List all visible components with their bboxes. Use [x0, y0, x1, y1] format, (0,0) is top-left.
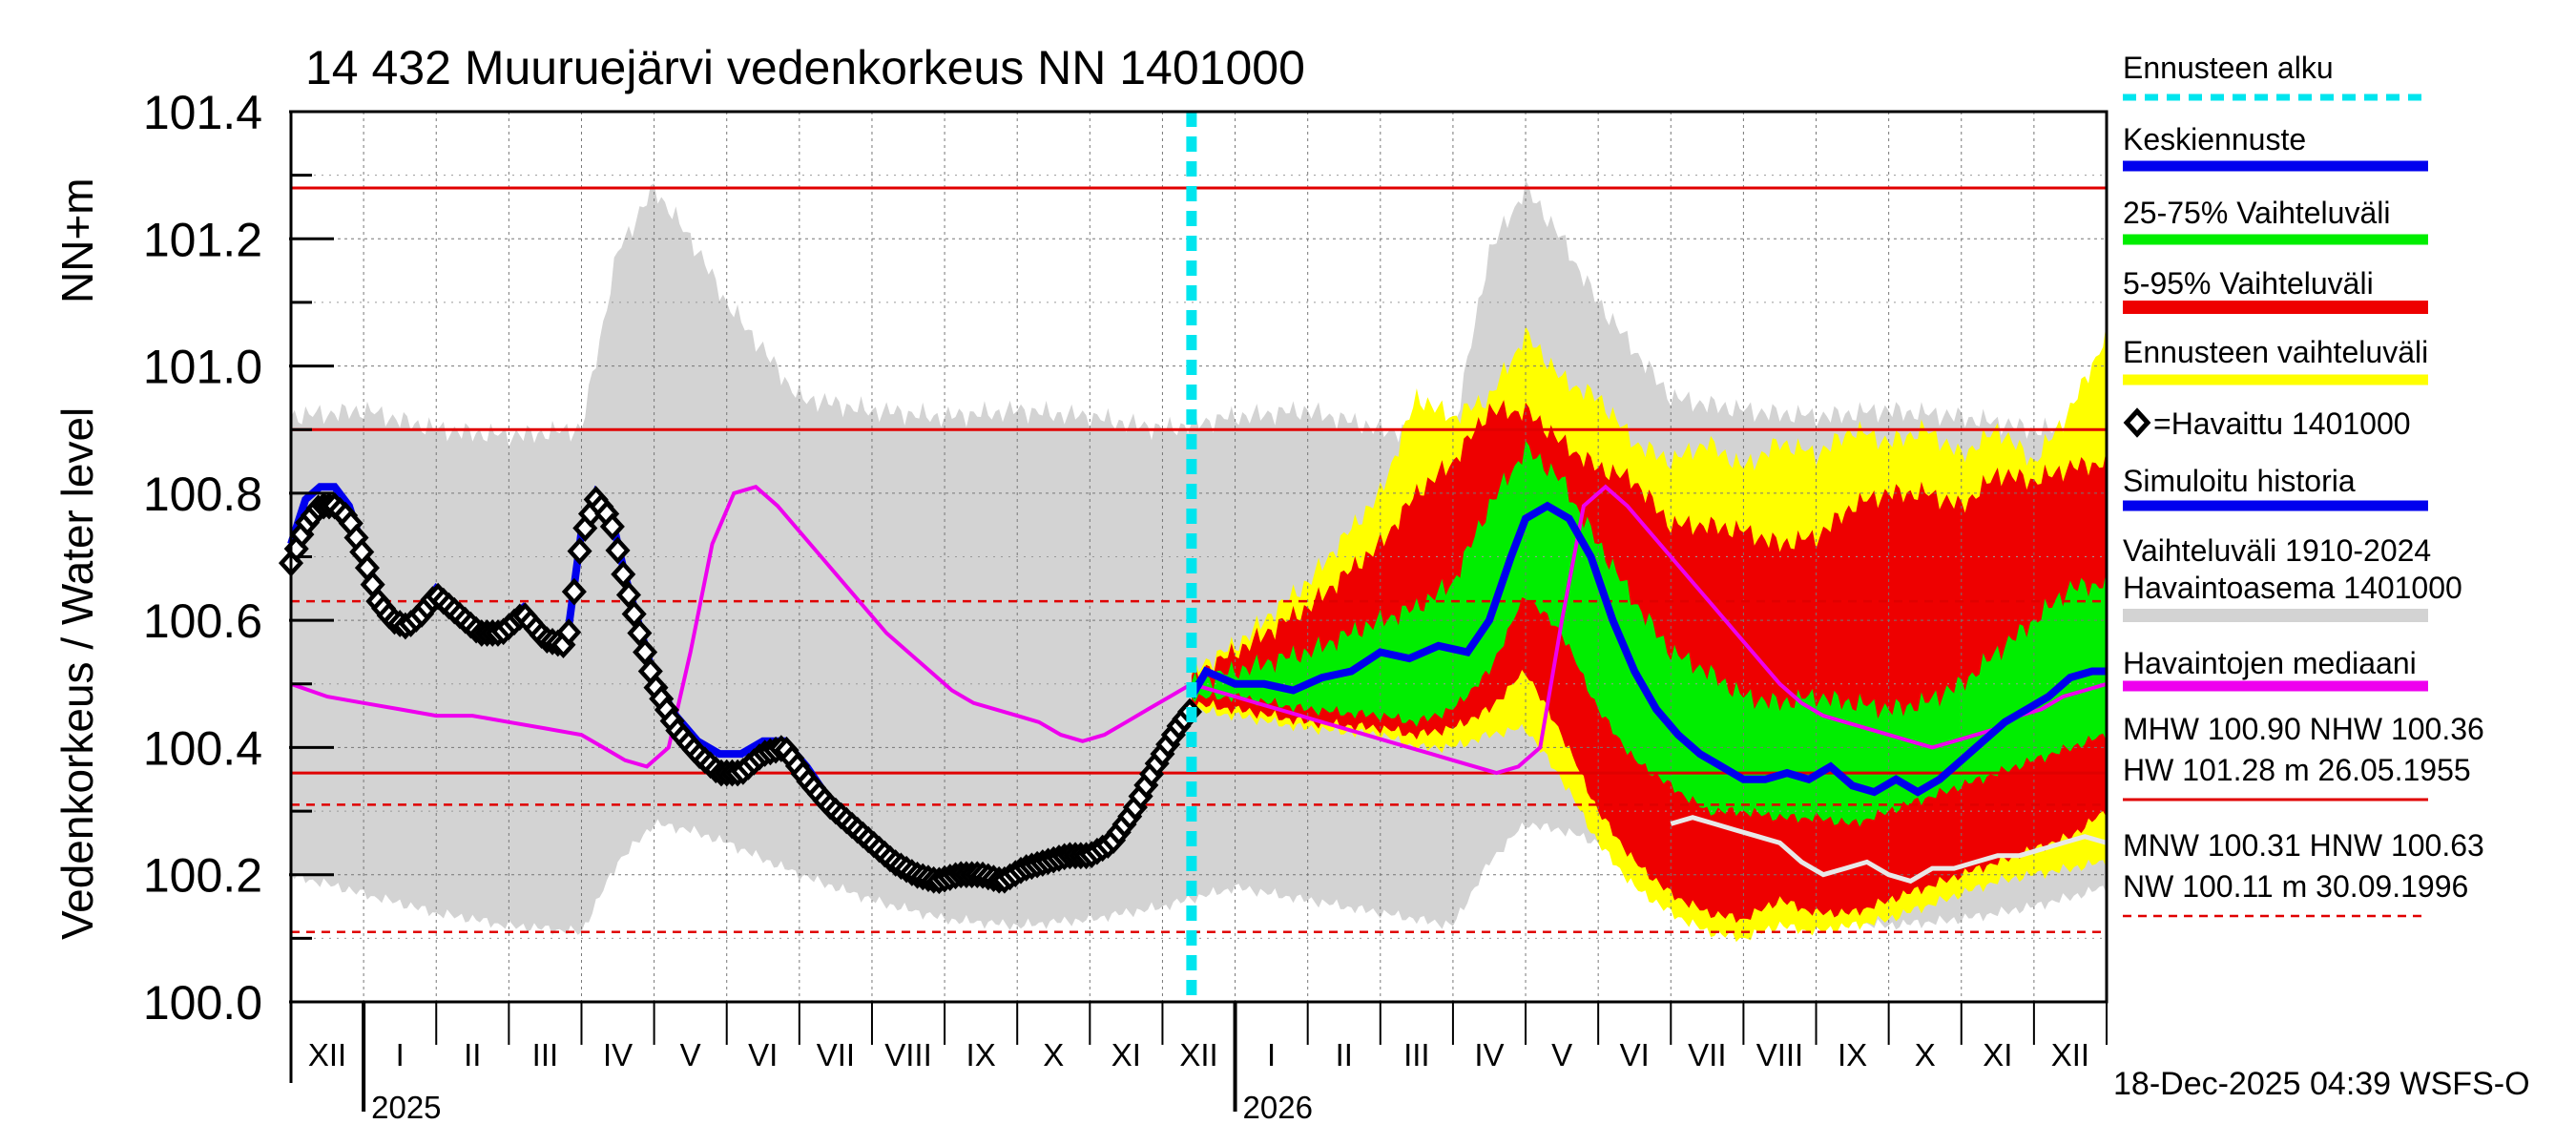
x-month-label: VII — [817, 1037, 855, 1072]
y-tick-label: 101.2 — [143, 213, 262, 266]
legend-label: 5-95% Vaihteluväli — [2123, 266, 2374, 301]
y-axis-unit: NN+m — [52, 177, 102, 303]
x-month-label: IV — [1474, 1037, 1504, 1072]
x-month-label: XII — [2051, 1037, 2089, 1072]
x-month-label: II — [1336, 1037, 1353, 1072]
x-month-label: IX — [966, 1037, 996, 1072]
y-tick-label: 100.2 — [143, 849, 262, 903]
observed-point — [567, 537, 592, 566]
legend-label: Keskiennuste — [2123, 122, 2306, 156]
x-month-label: X — [1915, 1037, 1936, 1072]
observed-point — [599, 512, 625, 541]
legend-label: =Havaittu 1401000 — [2153, 406, 2411, 441]
x-month-label: X — [1043, 1037, 1064, 1072]
series-simulated-history-forecast-period — [1670, 815, 2108, 885]
x-month-label: III — [532, 1037, 559, 1072]
x-month-label: XII — [308, 1037, 346, 1072]
legend-stat-text: HW 101.28 m 26.05.1955 — [2123, 753, 2471, 787]
series-mean-forecast — [1188, 501, 2107, 797]
x-month-label: XI — [1983, 1037, 2012, 1072]
x-year-label: 2026 — [1243, 1090, 1313, 1125]
legend-marker-observed — [2123, 407, 2151, 438]
x-month-label: VI — [748, 1037, 778, 1072]
x-month-label: I — [1267, 1037, 1276, 1072]
footer-timestamp: 18-Dec-2025 04:39 WSFS-O — [2113, 1066, 2530, 1102]
x-month-label: VIII — [1756, 1037, 1804, 1072]
observed-point — [633, 638, 658, 666]
x-month-label: VI — [1620, 1037, 1650, 1072]
legend-stat-text: MHW 100.90 NHW 100.36 — [2123, 712, 2484, 746]
x-month-label: III — [1403, 1037, 1430, 1072]
y-tick-label: 100.4 — [143, 721, 262, 775]
x-month-label: XII — [1179, 1037, 1217, 1072]
legend-label: Vaihteluväli 1910-2024 — [2123, 533, 2431, 568]
y-tick-label: 101.0 — [143, 341, 262, 394]
observed-point — [556, 618, 582, 646]
x-month-label: I — [396, 1037, 405, 1072]
series-observed — [278, 486, 1203, 895]
y-tick-label: 101.4 — [143, 86, 262, 139]
legend-label: Ennusteen alku — [2123, 51, 2334, 85]
legend-stat-text: NW 100.11 m 30.09.1996 — [2123, 869, 2468, 904]
x-month-label: XI — [1111, 1037, 1141, 1072]
chart-title: 14 432 Muuruejärvi vedenkorkeus NN 14010… — [305, 41, 1305, 94]
x-month-label: IV — [603, 1037, 633, 1072]
legend-label: Ennusteen vaihteluväli — [2123, 335, 2428, 369]
legend: Ennusteen alku Keskiennuste 25-75% Vaihtel… — [2123, 51, 2484, 918]
x-month-label: VIII — [884, 1037, 932, 1072]
legend-stat-text: MNW 100.31 HNW 100.63 — [2123, 828, 2484, 863]
y-axis-label: Vedenkorkeus / Water level — [52, 407, 102, 940]
x-month-label: II — [464, 1037, 481, 1072]
observed-point — [605, 536, 631, 565]
legend-label: 25-75% Vaihteluväli — [2123, 196, 2390, 230]
observed-point — [627, 619, 653, 647]
x-month-label: V — [1551, 1037, 1572, 1072]
observed-point — [621, 600, 647, 628]
series-median — [290, 484, 2108, 776]
x-year-label: 2025 — [371, 1090, 441, 1125]
x-month-label: V — [680, 1037, 701, 1072]
observed-point — [611, 560, 636, 589]
observed-point — [615, 581, 641, 609]
plot-area: 100.0 100.2 100.4 100.6 100.8 101.0 101.2 101.4… — [143, 86, 2109, 1125]
y-tick-label: 100.6 — [143, 594, 262, 648]
legend-label: Havaintojen mediaani — [2123, 646, 2417, 680]
legend-label: Simuloitu historia — [2123, 464, 2356, 498]
y-tick-label: 100.0 — [143, 976, 262, 1030]
legend-label: Havaintoasema 1401000 — [2123, 571, 2462, 605]
x-month-label: IX — [1838, 1037, 1867, 1072]
y-tick-label: 100.8 — [143, 468, 262, 521]
x-month-label: VII — [1688, 1037, 1726, 1072]
observed-point — [561, 577, 587, 606]
